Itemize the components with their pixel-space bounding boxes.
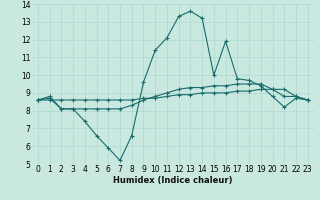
X-axis label: Humidex (Indice chaleur): Humidex (Indice chaleur) [113,176,233,185]
